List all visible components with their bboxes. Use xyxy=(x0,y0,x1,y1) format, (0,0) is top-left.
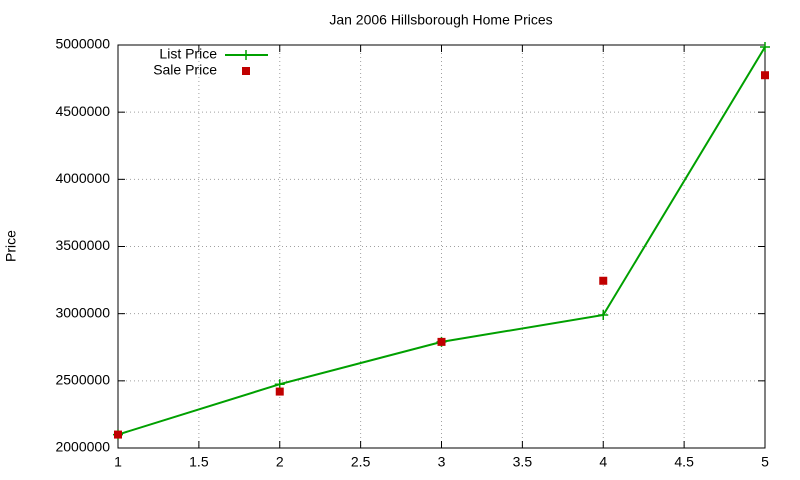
y-tick-label: 3500000 xyxy=(55,237,110,253)
point xyxy=(598,310,609,321)
point xyxy=(760,42,770,53)
point xyxy=(274,379,285,390)
y-tick-label: 2000000 xyxy=(55,439,110,455)
plot-border xyxy=(117,44,766,449)
y-tick-label: 2500000 xyxy=(55,372,110,388)
y-axis-label: Price xyxy=(3,230,19,262)
legend-marker xyxy=(242,67,250,75)
y-tick-label: 4500000 xyxy=(55,103,110,119)
point xyxy=(761,71,769,80)
x-tick-label: 3 xyxy=(438,454,446,470)
x-tick-label: 4.5 xyxy=(674,454,694,470)
y-tick-label: 4000000 xyxy=(55,170,110,186)
legend-label: Sale Price xyxy=(153,62,217,78)
x-tick-label: 5 xyxy=(761,454,769,470)
x-tick-label: 1 xyxy=(114,454,122,470)
point xyxy=(599,276,608,285)
y-tick-label: 3000000 xyxy=(55,304,110,320)
x-tick-label: 2.5 xyxy=(351,454,371,470)
y-tick-label: 5000000 xyxy=(55,36,110,52)
x-tick-label: 1.5 xyxy=(189,454,209,470)
point xyxy=(275,387,284,396)
legend-label: List Price xyxy=(159,46,217,62)
x-tick-label: 2 xyxy=(276,454,284,470)
x-tick-label: 4 xyxy=(599,454,607,470)
point xyxy=(437,337,446,346)
x-tick-label: 3.5 xyxy=(513,454,533,470)
point xyxy=(114,430,122,439)
legend-marker xyxy=(241,50,251,60)
chart-title: Jan 2006 Hillsborough Home Prices xyxy=(329,12,552,28)
